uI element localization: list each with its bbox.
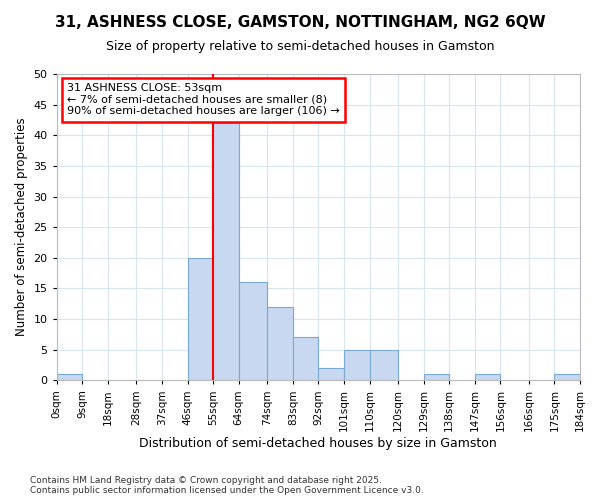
Bar [293,338,319,380]
Bar [319,368,344,380]
Bar [554,374,580,380]
Text: 31, ASHNESS CLOSE, GAMSTON, NOTTINGHAM, NG2 6QW: 31, ASHNESS CLOSE, GAMSTON, NOTTINGHAM, … [55,15,545,30]
Bar [188,258,213,380]
Bar [475,374,500,380]
Bar [344,350,370,380]
Bar [57,374,82,380]
Bar [267,307,293,380]
Text: Size of property relative to semi-detached houses in Gamston: Size of property relative to semi-detach… [106,40,494,53]
Text: 31 ASHNESS CLOSE: 53sqm
← 7% of semi-detached houses are smaller (8)
90% of semi: 31 ASHNESS CLOSE: 53sqm ← 7% of semi-det… [67,83,340,116]
Bar [213,123,239,380]
Bar [370,350,398,380]
Text: Contains HM Land Registry data © Crown copyright and database right 2025.
Contai: Contains HM Land Registry data © Crown c… [30,476,424,495]
Y-axis label: Number of semi-detached properties: Number of semi-detached properties [15,118,28,336]
Bar [424,374,449,380]
Bar [239,282,267,380]
X-axis label: Distribution of semi-detached houses by size in Gamston: Distribution of semi-detached houses by … [139,437,497,450]
